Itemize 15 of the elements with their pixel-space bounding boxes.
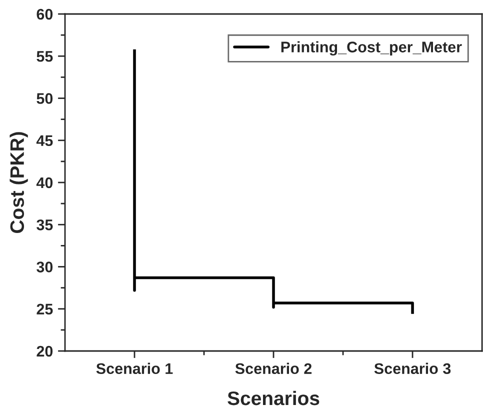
x-tick-label: Scenario 3 — [374, 362, 451, 374]
y-tick-label: 50 — [36, 93, 53, 104]
y-tick-label: 55 — [36, 51, 53, 62]
y-tick-label: 35 — [36, 219, 53, 230]
x-tick-label: Scenario 2 — [235, 362, 312, 374]
legend-label: Printing_Cost_per_Meter — [281, 41, 462, 56]
y-tick-label: 40 — [36, 177, 53, 188]
y-tick-label: 60 — [36, 8, 53, 20]
y-tick-label: 25 — [36, 304, 53, 315]
y-tick-label: 45 — [36, 135, 53, 146]
x-tick-label: Scenario 1 — [96, 362, 173, 374]
x-axis-title: Scenarios — [228, 390, 320, 406]
y-axis-title: Cost (PKR) — [10, 132, 28, 234]
y-tick-label: 20 — [36, 346, 53, 357]
y-tick-label: 30 — [36, 262, 53, 272]
